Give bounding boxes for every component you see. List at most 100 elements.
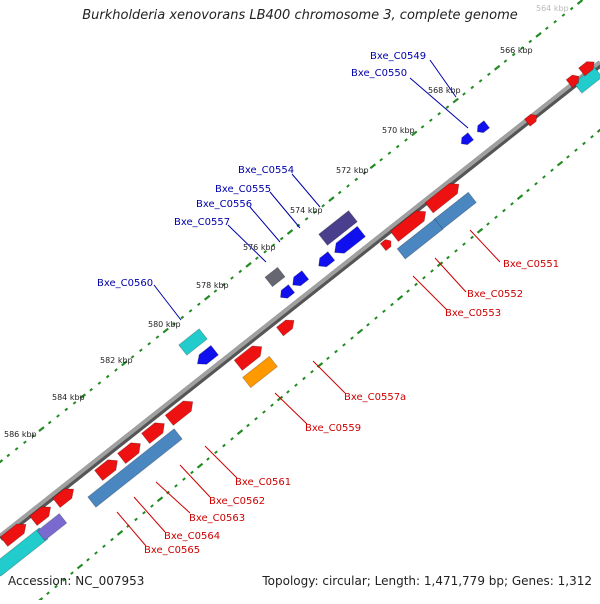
tick-dot-outer [504, 60, 506, 62]
gene-labels: Bxe_C0549Bxe_C0550Bxe_C0554Bxe_C0555Bxe_… [97, 51, 559, 556]
tick-dot-inner [391, 304, 393, 306]
tick-dot-inner [247, 424, 249, 426]
tick-dot-inner [415, 283, 417, 285]
tick-dot-outer [529, 40, 531, 42]
leader-line-blue [292, 174, 320, 207]
tick-dot-inner [103, 545, 105, 547]
tick-dot-outer [536, 33, 541, 37]
tick-dot-outer [7, 454, 9, 456]
tick-dot-inner [87, 559, 89, 561]
tick-dot-inner [135, 518, 137, 520]
tick-dot-outer [329, 197, 334, 201]
tick-dot-outer [39, 427, 44, 431]
gene-label-red: Bxe_C0553 [445, 308, 501, 319]
tick-dot-inner [471, 236, 473, 238]
tick-dot-inner [118, 531, 123, 535]
tick-dot-inner [151, 505, 153, 507]
tick-label: 574 kbp [290, 206, 323, 215]
gene-label-blue: Bxe_C0555 [215, 184, 271, 195]
gene-label-red: Bxe_C0557a [344, 392, 406, 403]
tick-dot-inner [158, 497, 163, 501]
tick-dot-outer [471, 86, 473, 88]
tick-dot-outer [355, 178, 357, 180]
tick-dot-inner [47, 592, 49, 594]
leader-line-red [134, 497, 165, 532]
tick-dot-inner [215, 451, 217, 453]
tick-dot-outer [347, 185, 349, 187]
gene-label-blue: Bxe_C0550 [351, 68, 407, 79]
leader-line-red [275, 393, 307, 424]
tick-dot-inner [238, 430, 243, 434]
tick-label: 568 kbp [428, 86, 461, 95]
leader-line-red [413, 276, 447, 310]
tick-dot-inner [295, 384, 297, 386]
tick-dot-inner [207, 458, 209, 460]
tick-dot-inner [558, 162, 563, 166]
tick-dot-inner [78, 564, 83, 568]
tick-dot-outer [156, 336, 158, 338]
tick-dot-outer [453, 99, 458, 103]
tick-dot-inner [327, 357, 329, 359]
tick-dot-inner [495, 216, 497, 218]
gene-arrow-blue-body [277, 285, 294, 302]
tick-dot-inner [175, 485, 177, 487]
gene-label-red: Bxe_C0559 [305, 423, 361, 434]
tick-dot-outer [380, 159, 382, 161]
tick-dot-inner [583, 142, 585, 144]
backbone [0, 62, 600, 538]
tick-dot-inner [567, 156, 569, 158]
tick-dot-outer [140, 349, 142, 351]
tick-dot-inner [303, 377, 305, 379]
tick-dot-inner [407, 290, 409, 292]
tick-dot-inner [463, 243, 465, 245]
gene-label-red: Bxe_C0561 [235, 477, 291, 488]
gene-box-gray [265, 267, 285, 286]
tick-dot-outer [305, 218, 307, 220]
leader-line-red [180, 465, 210, 497]
tick-dot-outer [49, 422, 51, 424]
tick-dot-outer [205, 296, 210, 300]
tick-dot-inner [335, 351, 337, 353]
tick-dot-outer [256, 257, 258, 259]
gene-arrow-blue-body [315, 252, 334, 271]
gene-box-cyan-body [179, 329, 207, 355]
tick-dot-inner [535, 183, 537, 185]
gene-label-blue: Bxe_C0554 [238, 165, 294, 176]
map-title: Burkholderia xenovorans LB400 chromosome… [0, 8, 600, 23]
tick-dot-inner [143, 512, 145, 514]
tick-dot-inner [543, 176, 545, 178]
tick-dot-outer [430, 119, 432, 121]
tick-dot-inner [487, 223, 489, 225]
gene-arrow-blue [315, 252, 334, 271]
tick-dot-outer [163, 329, 168, 333]
tick-dot-inner [575, 149, 577, 151]
tick-dot-outer [578, 0, 583, 4]
tick-dot-outer [438, 113, 440, 115]
tick-dot-inner [503, 210, 505, 212]
tick-label: 582 kbp [100, 356, 133, 365]
tick-dot-outer [246, 263, 251, 267]
gene-arrow-blue-body [289, 271, 308, 290]
tick-dot-inner [111, 539, 113, 541]
gene-arrow-blue [475, 121, 490, 136]
tick-dot-outer [181, 316, 183, 318]
tick-label: 578 kbp [196, 281, 229, 290]
tick-label: 570 kbp [382, 126, 415, 135]
tick-dot-inner [551, 169, 553, 171]
tick-dot-outer [0, 460, 3, 464]
tick-dot-outer [397, 146, 399, 148]
gene-label-red: Bxe_C0563 [189, 513, 245, 524]
tick-dot-outer [115, 369, 117, 371]
tick-dot-outer [57, 415, 59, 417]
tick-label: 576 kbp [243, 243, 276, 252]
tick-dot-inner [431, 270, 433, 272]
tick-dot-inner [447, 257, 449, 259]
leader-line-red [470, 230, 500, 262]
tick-dot-outer [388, 152, 390, 154]
tick-dot-outer [488, 73, 490, 75]
tick-dot-inner [271, 404, 273, 406]
tick-dot-inner [343, 344, 345, 346]
